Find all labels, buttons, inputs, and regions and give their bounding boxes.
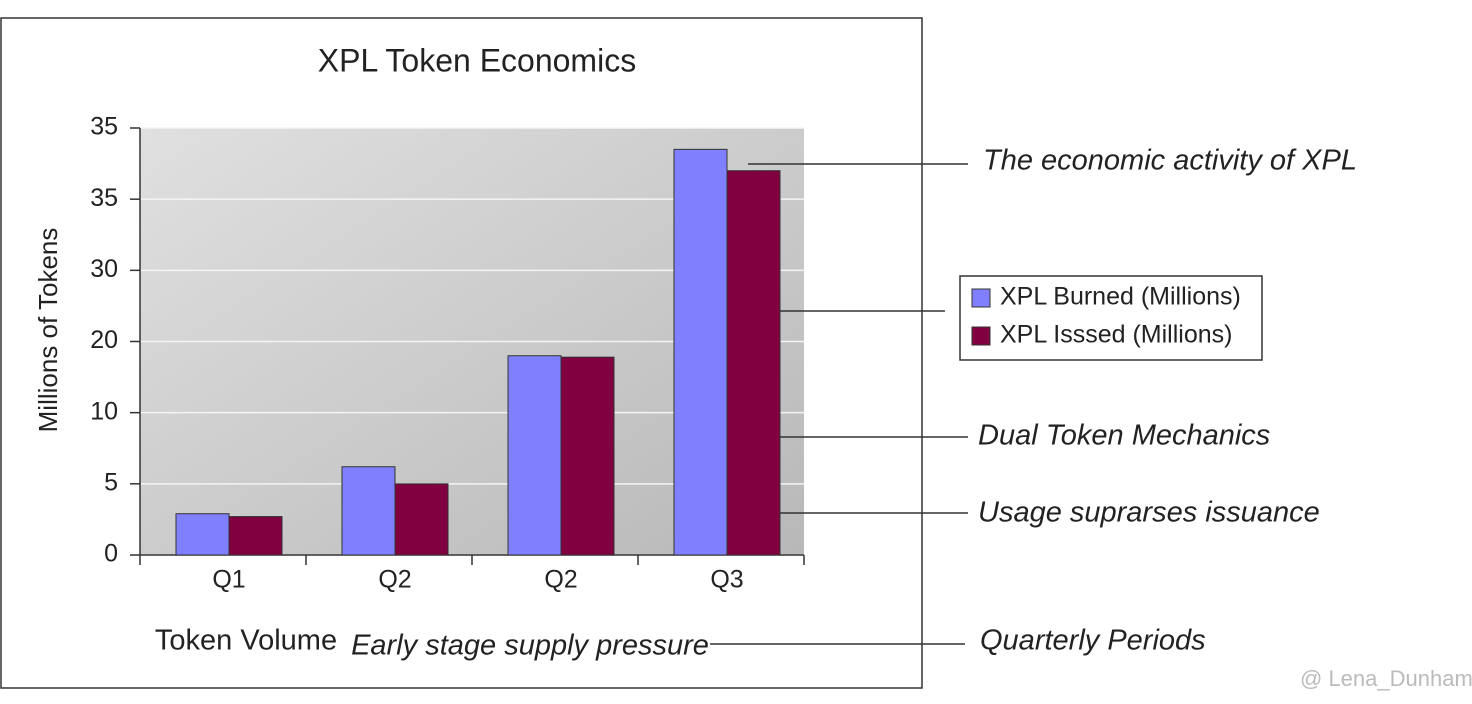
legend-swatch [971, 288, 991, 308]
annotation: Usage suprarses issuance [978, 497, 1320, 529]
y-tick-label: 20 [90, 326, 118, 354]
y-tick-label: 35 [90, 184, 118, 212]
y-tick-label: 10 [90, 397, 118, 425]
legend-box [959, 275, 1263, 361]
bar [228, 516, 283, 556]
legend-label: XPL Isssed (Millions) [1000, 321, 1232, 349]
legend-swatch [971, 326, 991, 346]
x-tick-label: Q3 [710, 566, 743, 594]
annotation: The economic activity of XPL [983, 145, 1357, 177]
chart-title: XPL Token Economics [318, 42, 636, 78]
y-tick-label: 0 [104, 540, 118, 568]
bar [507, 355, 562, 556]
y-tick-label: 30 [90, 255, 118, 283]
legend-label: XPL Burned (Millions) [1000, 283, 1241, 311]
annotation: Quarterly Periods [980, 625, 1206, 657]
y-tick-label: 5 [104, 468, 118, 496]
x-tick-label: Q1 [212, 566, 245, 594]
footer-middle: Early stage supply pressure [351, 630, 709, 662]
y-axis-label: Millions of Tokens [33, 228, 63, 433]
bar [726, 170, 781, 556]
annotation: Dual Token Mechanics [978, 420, 1270, 452]
footer-left: Token Volume [155, 625, 337, 657]
bar [560, 356, 615, 556]
bar [175, 513, 230, 556]
bar [341, 466, 396, 556]
watermark: @ Lena_Dunham [1300, 666, 1472, 691]
y-tick-label: 35 [90, 113, 118, 141]
x-tick-label: Q2 [544, 566, 577, 594]
bar [673, 148, 728, 556]
bar [394, 483, 449, 556]
x-tick-label: Q2 [378, 566, 411, 594]
